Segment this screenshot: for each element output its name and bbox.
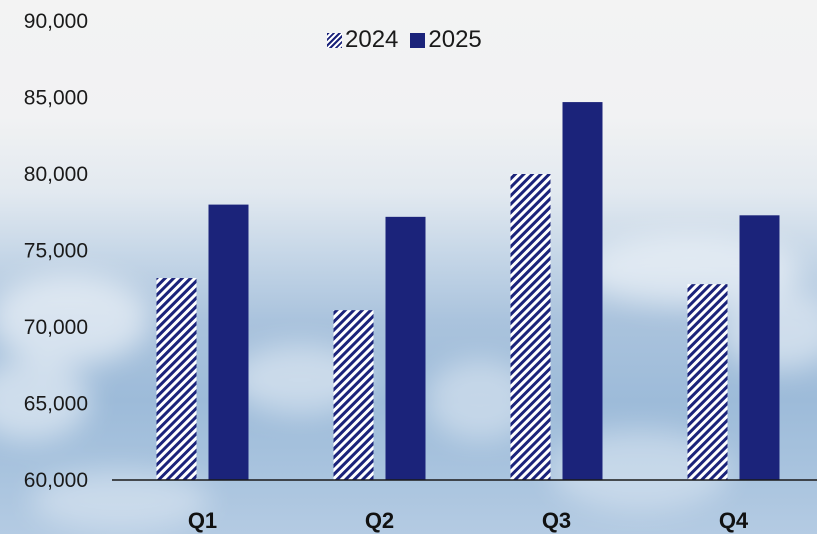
y-tick-label: 65,000 bbox=[24, 393, 88, 416]
x-tick-label: Q2 bbox=[365, 508, 394, 533]
x-axis-tick-labels: Q1 Q2 Q3 Q4 bbox=[188, 508, 749, 533]
x-tick-label: Q3 bbox=[542, 508, 571, 533]
y-tick-label: 90,000 bbox=[24, 10, 88, 33]
y-tick-label: 85,000 bbox=[24, 87, 88, 110]
x-tick-label: Q4 bbox=[719, 508, 749, 533]
legend-swatch-solid bbox=[410, 32, 426, 48]
y-tick-label: 80,000 bbox=[24, 163, 88, 186]
y-tick-label: 70,000 bbox=[24, 316, 88, 339]
bar-2024-q1 bbox=[156, 278, 197, 480]
legend-swatch-hatched bbox=[327, 32, 342, 48]
bar-2024-q3 bbox=[510, 174, 551, 480]
bar-2025-q2 bbox=[385, 216, 426, 480]
legend-label-2024: 2024 bbox=[345, 26, 399, 53]
bar-2024-q4 bbox=[687, 284, 728, 480]
bars bbox=[156, 102, 780, 480]
y-tick-label: 75,000 bbox=[24, 240, 88, 263]
legend: 2024 2025 bbox=[327, 26, 494, 54]
bar-2024-q2 bbox=[333, 310, 374, 480]
legend-item-2024: 2024 bbox=[327, 26, 398, 54]
x-tick-label: Q1 bbox=[188, 508, 217, 533]
legend-label-2025: 2025 bbox=[428, 26, 482, 53]
y-axis-tick-labels: 60,000 65,000 70,000 75,000 80,000 85,000 90,0… bbox=[24, 10, 88, 492]
legend-item-2025: 2025 bbox=[410, 26, 482, 54]
y-tick-label: 60,000 bbox=[24, 469, 88, 492]
bar-2025-q3 bbox=[562, 102, 603, 480]
bar-2025-q4 bbox=[739, 215, 780, 480]
bar-2025-q1 bbox=[208, 204, 249, 480]
